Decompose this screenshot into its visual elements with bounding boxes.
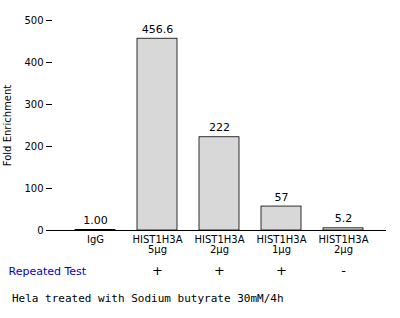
svg-text:+: +	[214, 263, 225, 278]
svg-text:500: 500	[24, 15, 43, 26]
svg-text:HIST1H3A5μg: HIST1H3A5μg	[132, 234, 182, 255]
svg-text:100: 100	[24, 183, 43, 194]
svg-text:300: 300	[24, 99, 43, 110]
svg-text:-: -	[341, 263, 346, 278]
svg-text:+: +	[276, 263, 287, 278]
svg-text:400: 400	[24, 57, 43, 68]
svg-text:+: +	[152, 263, 163, 278]
svg-text:1.00: 1.00	[83, 214, 108, 227]
svg-text:57: 57	[275, 191, 289, 204]
svg-text:HIST1H3A2μg: HIST1H3A2μg	[318, 234, 368, 255]
svg-text:5.2: 5.2	[335, 212, 353, 225]
svg-text:456.6: 456.6	[142, 23, 174, 36]
svg-text:Fold Enrichment: Fold Enrichment	[2, 85, 13, 166]
html-text:Hela treated with Sodium butyr: Hela treated with Sodium butyrate 30mM/4…	[12, 292, 284, 305]
svg-text:HIST1H3A1μg: HIST1H3A1μg	[256, 234, 306, 255]
svg-text:IgG: IgG	[87, 234, 104, 245]
svg-text:Repeated Test: Repeated Test	[9, 265, 87, 278]
svg-text:HIST1H3A2μg: HIST1H3A2μg	[194, 234, 244, 255]
svg-text:222: 222	[209, 121, 230, 134]
svg-text:200: 200	[24, 141, 43, 152]
svg-text:0: 0	[37, 225, 43, 236]
